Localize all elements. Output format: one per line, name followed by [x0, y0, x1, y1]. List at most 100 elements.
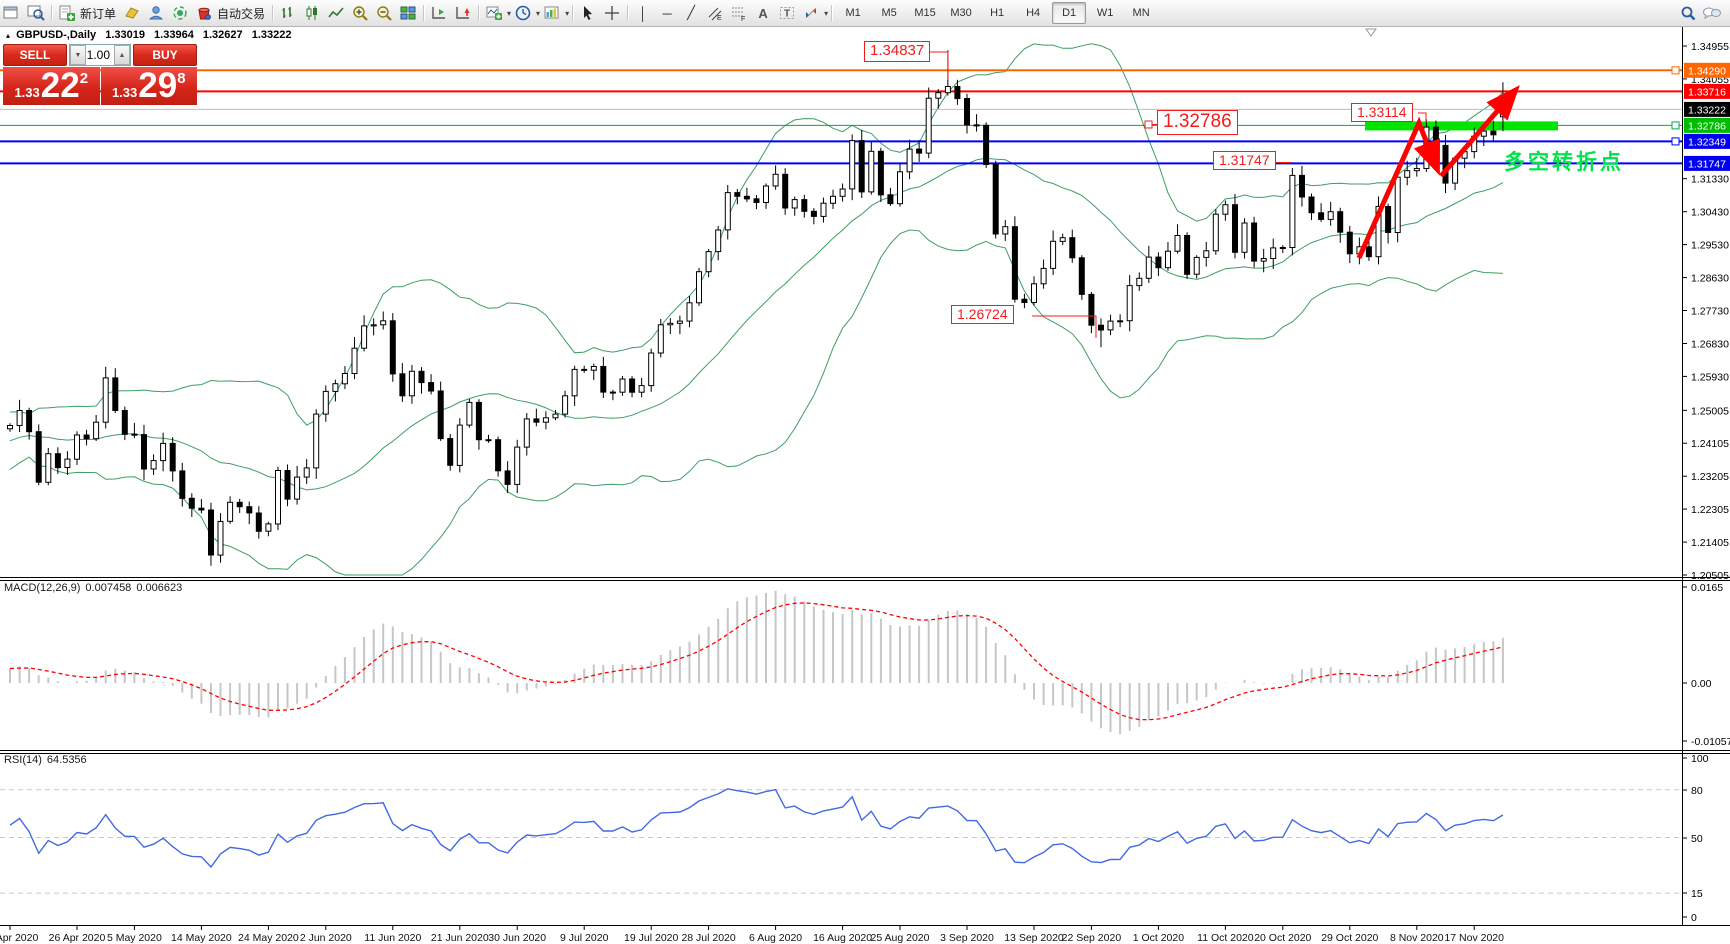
arrows-tool-icon[interactable]: [799, 1, 823, 25]
timeframe-M1[interactable]: M1: [845, 7, 861, 19]
symbol-period-label: GBPUSD-,Daily: [16, 29, 97, 41]
fibonacci-tool-icon[interactable]: F: [727, 1, 751, 25]
timeframe-H4[interactable]: H4: [1026, 7, 1041, 19]
line-chart-type-icon[interactable]: [324, 1, 348, 25]
text-label-tool-icon[interactable]: T: [775, 1, 799, 25]
timeframe-MN[interactable]: MN: [1132, 7, 1150, 19]
svg-text:24 May 2020: 24 May 2020: [238, 932, 299, 944]
top-toolbar: 新订单 自动交易 ▾ ▾ ▾ │ ─ ╱ E: [0, 0, 1730, 27]
macd-label-row: MACD(12,26,9) 0.007458 0.006623: [4, 582, 187, 594]
bar-chart-type-icon[interactable]: [276, 1, 300, 25]
profile-window-icon[interactable]: [24, 1, 48, 25]
svg-text:0.0165: 0.0165: [1691, 582, 1723, 594]
templates-icon[interactable]: [540, 1, 564, 25]
chart-window-icon[interactable]: [0, 1, 24, 25]
horizontal-line-tool-icon[interactable]: ─: [662, 5, 672, 21]
autotrade-icon[interactable]: [192, 1, 216, 25]
svg-text:1.34955: 1.34955: [1691, 41, 1729, 53]
buy-button[interactable]: BUY: [133, 44, 197, 66]
templates-caret-icon[interactable]: ▾: [565, 8, 570, 18]
price-label-top[interactable]: 1.34837: [864, 41, 931, 62]
community-person-icon[interactable]: [144, 1, 168, 25]
price-label-low[interactable]: 1.26724: [951, 305, 1014, 325]
volume-stepper: ▼ 1.00 ▲: [69, 44, 131, 66]
new-order-icon[interactable]: [55, 1, 79, 25]
svg-text:30 Jun 2020: 30 Jun 2020: [488, 932, 546, 944]
timeframe-M30[interactable]: M30: [950, 7, 972, 19]
channel-tool-icon[interactable]: E: [703, 1, 727, 25]
price-label-resistance[interactable]: 1.32786: [1157, 110, 1238, 135]
svg-text:1.28630: 1.28630: [1691, 273, 1729, 285]
svg-text:21 Jun 2020: 21 Jun 2020: [431, 932, 489, 944]
text-tool-icon[interactable]: A: [758, 5, 768, 21]
chart-shift-icon[interactable]: [427, 1, 451, 25]
indicators-icon[interactable]: [482, 1, 506, 25]
turning-point-note[interactable]: 多空转折点: [1504, 151, 1624, 174]
svg-text:1.27730: 1.27730: [1691, 306, 1729, 318]
toolbar-separator: [624, 2, 631, 24]
svg-text:1.25930: 1.25930: [1691, 371, 1729, 383]
periods-caret-icon[interactable]: ▾: [536, 8, 541, 18]
svg-text:19 Jul 2020: 19 Jul 2020: [624, 932, 678, 944]
polygon-tool-icon[interactable]: [120, 1, 144, 25]
new-order-button[interactable]: 新订单: [80, 6, 117, 21]
svg-text:14 May 2020: 14 May 2020: [171, 932, 232, 944]
volume-input[interactable]: 1.00: [86, 48, 110, 62]
buy-price-point: 8: [177, 70, 186, 87]
sell-price-display[interactable]: 1.33 22 2: [3, 67, 100, 105]
rsi-value: 64.5356: [46, 754, 87, 766]
trendline-tool-icon[interactable]: ╱: [687, 5, 695, 20]
tile-windows-icon[interactable]: [396, 1, 420, 25]
sell-price-pips: 22: [40, 66, 80, 105]
svg-text:26 Apr 2020: 26 Apr 2020: [49, 932, 106, 944]
toolbar-separator: [420, 2, 427, 24]
arrows-caret-icon[interactable]: ▾: [824, 8, 829, 18]
volume-decrease-button[interactable]: ▼: [70, 45, 86, 65]
macd-name: MACD(12,26,9): [4, 582, 81, 594]
svg-text:16 Apr 2020: 16 Apr 2020: [0, 932, 38, 944]
svg-text:11 Jun 2020: 11 Jun 2020: [364, 932, 421, 944]
svg-text:28 Jul 2020: 28 Jul 2020: [681, 932, 735, 944]
buy-price-display[interactable]: 1.33 29 8: [100, 67, 197, 105]
timeframe-M15[interactable]: M15: [914, 7, 936, 19]
rsi-name: RSI(14): [4, 754, 42, 766]
buy-price-prefix: 1.33: [111, 85, 138, 100]
svg-text:1.25005: 1.25005: [1691, 405, 1729, 417]
svg-text:50: 50: [1691, 833, 1703, 845]
price-label-breakout[interactable]: 1.33114: [1351, 103, 1413, 123]
svg-text:0: 0: [1691, 912, 1697, 924]
svg-text:20 Oct 2020: 20 Oct 2020: [1254, 932, 1311, 944]
svg-text:29 Oct 2020: 29 Oct 2020: [1321, 932, 1378, 944]
signal-icon[interactable]: [168, 1, 192, 25]
autotrade-button[interactable]: 自动交易: [217, 6, 266, 21]
auto-scroll-icon[interactable]: [451, 1, 475, 25]
timeframe-W1[interactable]: W1: [1096, 7, 1114, 19]
timeframe-H1[interactable]: H1: [990, 7, 1005, 19]
candlestick-chart-type-icon[interactable]: [300, 1, 324, 25]
svg-text:T: T: [784, 9, 790, 20]
timeframe-M5[interactable]: M5: [881, 7, 897, 19]
timeframe-D1[interactable]: D1: [1052, 2, 1087, 24]
crosshair-icon[interactable]: [600, 1, 624, 25]
sell-button[interactable]: SELL: [3, 44, 67, 66]
rsi-label-row: RSI(14) 64.5356: [4, 754, 92, 766]
svg-text:5 May 2020: 5 May 2020: [107, 932, 162, 944]
indicators-caret-icon[interactable]: ▾: [507, 8, 512, 18]
price-label-support[interactable]: 1.31747: [1213, 151, 1276, 171]
timeframe-bar: M1 M5 M15 M30 H1 H4 D1 W1 MN: [835, 2, 1159, 24]
svg-text:9 Jul 2020: 9 Jul 2020: [560, 932, 609, 944]
cursor-icon[interactable]: [576, 1, 600, 25]
macd-value: 0.007458: [85, 582, 132, 594]
volume-increase-button[interactable]: ▲: [114, 45, 130, 65]
panel-collapse-icon[interactable]: ▴: [6, 31, 11, 40]
chat-icon[interactable]: [1700, 1, 1724, 25]
zoom-out-icon[interactable]: [372, 1, 396, 25]
zoom-in-icon[interactable]: [348, 1, 372, 25]
search-icon[interactable]: [1676, 1, 1700, 25]
vertical-line-tool-icon[interactable]: │: [639, 5, 648, 21]
periods-clock-icon[interactable]: [511, 1, 535, 25]
svg-text:1.33222: 1.33222: [1688, 104, 1726, 116]
svg-text:1.31747: 1.31747: [1688, 158, 1726, 170]
